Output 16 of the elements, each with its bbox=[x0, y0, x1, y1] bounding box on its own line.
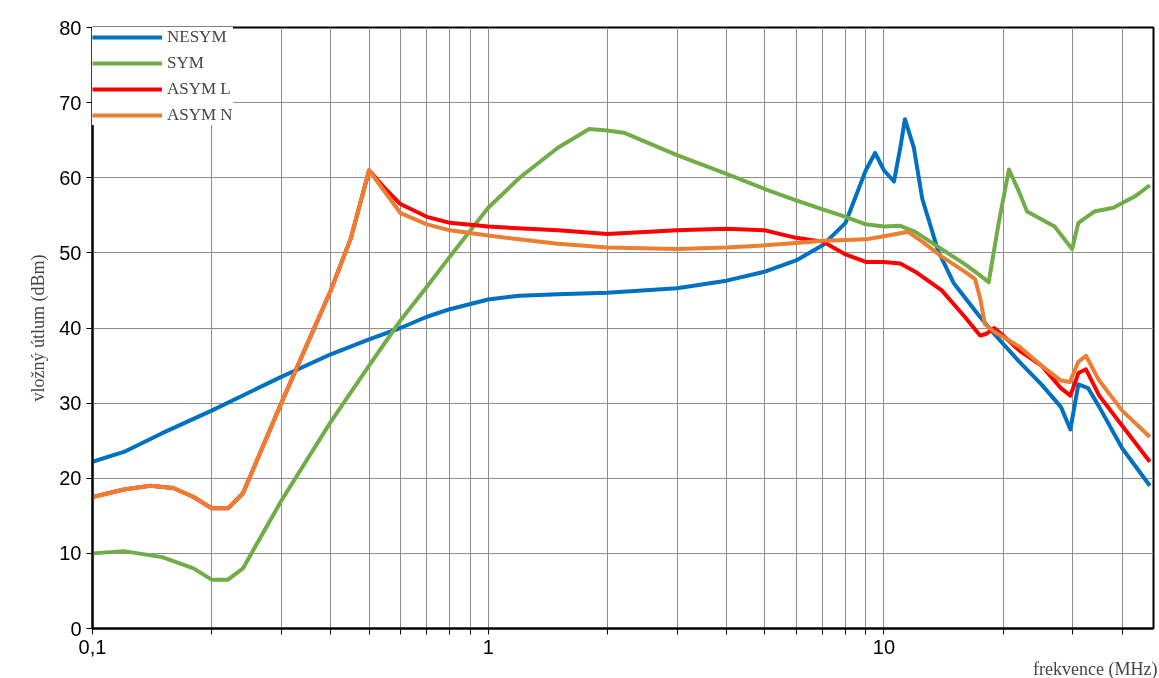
legend-label: NESYM bbox=[167, 27, 227, 47]
legend-label: ASYM N bbox=[167, 105, 233, 125]
x-axis-title: frekvence (MHz) bbox=[1033, 658, 1158, 678]
legend-label: SYM bbox=[167, 53, 204, 73]
y-axis-title: vložný útlum (dBm) bbox=[28, 254, 50, 402]
y-tick-label: 60 bbox=[59, 166, 82, 189]
y-tick-label: 30 bbox=[59, 392, 82, 415]
x-tick-label: 1 bbox=[482, 635, 494, 658]
y-tick-label: 10 bbox=[59, 542, 82, 565]
x-tick-label: 10 bbox=[872, 635, 896, 658]
y-tick-label: 20 bbox=[59, 467, 82, 490]
y-tick-label: 40 bbox=[59, 317, 82, 339]
y-tick-label: 70 bbox=[59, 91, 82, 114]
y-tick-label: 80 bbox=[59, 16, 82, 39]
legend-label: ASYM L bbox=[167, 79, 231, 99]
y-tick-label: 50 bbox=[59, 241, 82, 264]
